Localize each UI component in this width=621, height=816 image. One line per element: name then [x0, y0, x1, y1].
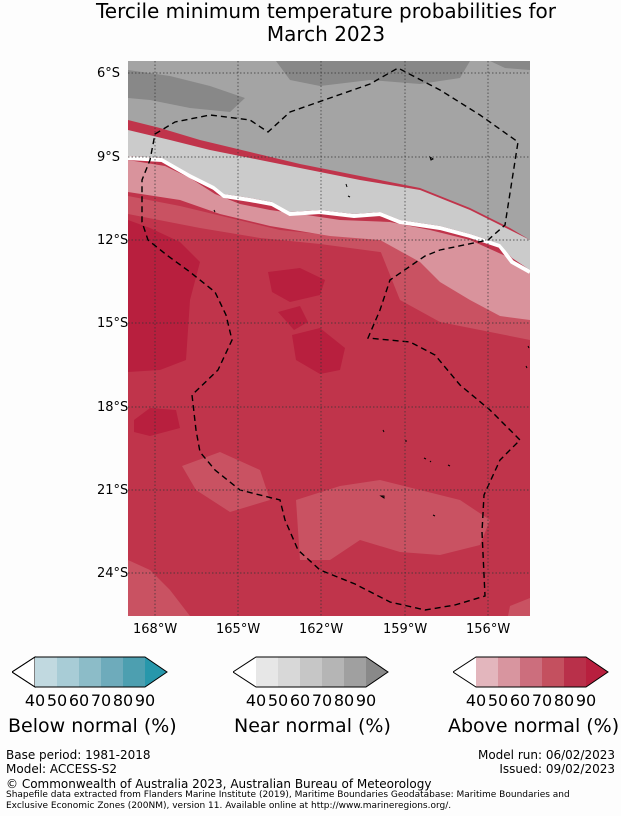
eez-boundary	[141, 67, 521, 611]
tick-80: 80	[112, 691, 134, 710]
lon-label-156w: 156°W	[466, 622, 511, 637]
tick-50: 50	[46, 691, 68, 710]
tick-60: 60	[68, 691, 90, 710]
lat-label-24s: 24°S	[97, 566, 129, 581]
title-line-1: Tercile minimum temperature probabilitie…	[95, 0, 557, 23]
region-grey-light	[128, 130, 530, 270]
region-pink-light	[128, 160, 530, 320]
tick-70: 70	[531, 691, 553, 710]
region-red-60-southcentral	[296, 480, 490, 560]
tick-80: 80	[553, 691, 575, 710]
tick-50: 50	[267, 691, 289, 710]
model-run-date: Model run: 06/02/2023	[477, 748, 615, 762]
copyright: © Commonwealth of Australia 2023, Austra…	[6, 777, 432, 791]
region-red-60-east	[380, 245, 530, 340]
shapefile-credit: Shapefile data extracted from Flanders M…	[6, 790, 570, 811]
tick-70: 70	[311, 691, 333, 710]
tick-70: 70	[90, 691, 112, 710]
tercile-boundary-line	[128, 156, 530, 274]
region-red-80-central-3	[278, 306, 308, 330]
tick-40: 40	[465, 691, 487, 710]
region-red-60-southwest	[182, 452, 270, 512]
tick-90: 90	[575, 691, 597, 710]
tick-90: 90	[355, 691, 377, 710]
region-grey-dark-right	[490, 61, 530, 70]
lat-label-18s: 18°S	[97, 400, 129, 415]
lon-label-159w: 159°W	[383, 622, 428, 637]
region-red-60-north	[128, 196, 530, 300]
region-red-80-south	[134, 408, 180, 436]
lon-label-165w: 165°W	[216, 622, 261, 637]
base-period: Base period: 1981-2018	[6, 748, 151, 762]
tick-50: 50	[487, 691, 509, 710]
lat-label-21s: 21°S	[97, 483, 129, 498]
islands	[213, 155, 530, 517]
region-grey-dark-left	[128, 70, 245, 112]
issued-date: Issued: 09/02/2023	[499, 762, 615, 776]
chart-title: Tercile minimum temperature probabilitie…	[0, 0, 621, 46]
tick-80: 80	[333, 691, 355, 710]
lat-label-15s: 15°S	[97, 316, 129, 331]
region-red-80-central-2	[292, 328, 345, 374]
tick-60: 60	[289, 691, 311, 710]
graticule	[128, 61, 530, 616]
region-red-60-southwest-corner	[128, 560, 190, 616]
region-red-60-se-corner	[508, 598, 530, 616]
colorbar-above	[453, 656, 609, 688]
region-red-80-west	[128, 220, 200, 372]
title-line-2: March 2023	[266, 22, 386, 46]
lat-label-12s: 12°S	[97, 233, 129, 248]
tick-90: 90	[134, 691, 156, 710]
lat-label-9s: 9°S	[97, 150, 121, 165]
lat-label-6s: 6°S	[97, 66, 121, 81]
legend-title-near: Near normal (%)	[234, 715, 391, 737]
colorbar-below	[12, 656, 168, 688]
lon-label-162w: 162°W	[299, 622, 344, 637]
lon-label-168w: 168°W	[133, 622, 178, 637]
legend-title-below: Below normal (%)	[8, 715, 177, 737]
legend-title-above: Above normal (%)	[448, 715, 620, 737]
tick-60: 60	[509, 691, 531, 710]
tick-40: 40	[24, 691, 46, 710]
colorbar-near	[233, 656, 389, 688]
region-red-80-central-1	[268, 268, 325, 302]
tick-40: 40	[245, 691, 267, 710]
model-name: Model: ACCESS-S2	[6, 762, 118, 776]
